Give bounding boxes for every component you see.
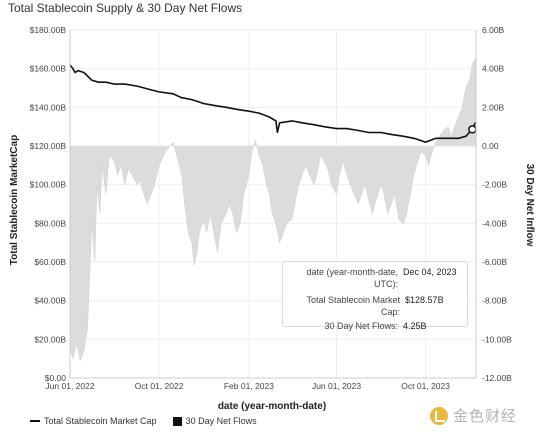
y2-tick-label: -2.00B xyxy=(482,180,507,190)
y2-tick-label: 4.00B xyxy=(482,64,505,74)
y-tick-label: $160.00B xyxy=(30,64,67,74)
market-cap-point xyxy=(390,133,392,135)
market-cap-point xyxy=(357,129,360,132)
market-cap-point xyxy=(268,116,270,118)
hover-tooltip: date (year-month-date, UTC): Dec 04, 202… xyxy=(282,261,468,331)
market-cap-point xyxy=(346,128,348,130)
market-cap-point xyxy=(425,141,427,143)
tooltip-marketcap-value: $128.57B xyxy=(405,295,444,305)
market-cap-point xyxy=(150,89,152,91)
market-cap-point xyxy=(72,68,74,70)
market-cap-point xyxy=(258,112,260,114)
market-cap-line xyxy=(69,64,477,143)
y-tick-label: $40.00B xyxy=(34,296,66,306)
market-cap-point xyxy=(124,83,126,85)
market-cap-point xyxy=(457,137,460,139)
x-tick-label: Oct 01, 2022 xyxy=(135,381,184,391)
y2-tick-label: 2.00B xyxy=(482,102,505,112)
market-cap-point xyxy=(323,126,325,128)
y2-tick-label: 6.00B xyxy=(482,25,505,35)
legend-item-net-flows[interactable]: 30 Day Net Flows xyxy=(172,416,257,426)
watermark-text: 金色财经 xyxy=(453,408,518,425)
market-cap-point xyxy=(313,124,315,126)
y-tick-label: $140.00B xyxy=(30,102,67,112)
market-cap-point xyxy=(77,70,79,72)
tooltip-flows-row: 30 Day Net Flows: 4.25B xyxy=(289,320,461,332)
market-cap-point xyxy=(136,85,138,87)
y2-tick-label: -8.00B xyxy=(482,296,507,306)
market-cap-point xyxy=(413,137,415,139)
market-cap-point xyxy=(158,91,160,93)
market-cap-point xyxy=(403,135,405,137)
market-cap-point xyxy=(447,137,449,139)
y-tick-label: $60.00B xyxy=(34,257,66,267)
market-cap-point xyxy=(225,106,227,108)
chart-title: Total Stablecoin Supply & 30 Day Net Flo… xyxy=(8,1,243,15)
x-tick-label: Jun 01, 2023 xyxy=(312,381,361,391)
x-axis-label: date (year-month-date) xyxy=(218,401,326,412)
market-cap-point xyxy=(275,120,277,122)
legend-label-market-cap: Total Stablecoin Market Cap xyxy=(44,416,157,426)
tooltip-flows-value: 4.25B xyxy=(403,321,427,331)
y-tick-label: $120.00B xyxy=(30,141,67,151)
market-cap-point xyxy=(235,108,238,110)
axes: $0.00 $20.00B $40.00B $60.00B $80.00B $100.00… xyxy=(30,25,513,391)
tooltip-date-value: Dec 04, 2023 xyxy=(403,267,457,277)
legend-label-net-flows: 30 Day Net Flows xyxy=(185,416,257,426)
tooltip-marketcap-row: Total Stablecoin Market Cap: $128.57B xyxy=(289,294,461,318)
legend-box-swatch xyxy=(172,416,182,426)
y2-tick-label: -10.00B xyxy=(482,334,512,344)
tooltip-date-label: date (year-month-date, UTC): xyxy=(306,267,398,289)
market-cap-point xyxy=(301,122,303,124)
market-cap-point xyxy=(368,131,370,134)
y-tick-label: $80.00B xyxy=(34,218,66,228)
y-tick-label: $100.00B xyxy=(30,180,67,190)
market-cap-point xyxy=(74,71,76,74)
tooltip-flows-label: 30 Day Net Flows: xyxy=(324,321,398,331)
market-cap-point xyxy=(213,104,215,106)
watermark: 金色财经 xyxy=(430,405,517,426)
market-cap-point xyxy=(83,71,85,74)
chart-legend: Total Stablecoin Market Cap 30 Day Net F… xyxy=(30,416,273,426)
watermark-logo-icon xyxy=(430,406,448,425)
legend-line-swatch xyxy=(30,420,40,422)
y-tick-label: $0.00 xyxy=(45,373,67,383)
x-tick-label: Oct 01, 2023 xyxy=(401,381,450,391)
market-cap-point xyxy=(291,120,293,122)
market-cap-point xyxy=(172,93,174,95)
y-tick-label: $180.00B xyxy=(30,25,67,35)
market-cap-point xyxy=(335,128,338,130)
market-cap-point xyxy=(380,131,382,134)
y2-tick-label: -6.00B xyxy=(482,257,507,267)
y-tick-label: $20.00B xyxy=(34,334,66,344)
market-cap-point xyxy=(91,79,93,81)
legend-item-market-cap[interactable]: Total Stablecoin Market Cap xyxy=(30,416,157,426)
market-cap-point xyxy=(278,122,281,124)
x-tick-label: Feb 01, 2023 xyxy=(224,381,274,391)
hover-point-marker xyxy=(468,125,477,134)
market-cap-point xyxy=(203,102,205,105)
market-cap-point xyxy=(105,81,107,83)
y-axis-label: Total Stablecoin MarketCap xyxy=(9,135,20,265)
net-flows-area-layer xyxy=(69,58,476,362)
tooltip-date-row: date (year-month-date, UTC): Dec 04, 202… xyxy=(289,266,461,290)
market-cap-point xyxy=(276,131,278,134)
market-cap-line-layer xyxy=(69,64,477,143)
market-cap-point xyxy=(97,81,100,83)
x-tick-label: Jun 01, 2022 xyxy=(45,381,94,391)
y2-tick-label: -12.00B xyxy=(482,373,512,383)
market-cap-point xyxy=(435,137,437,139)
y2-axis-label: 30 Day Net Inflow xyxy=(524,164,535,247)
market-cap-point xyxy=(248,110,250,112)
market-cap-point xyxy=(191,99,193,101)
market-cap-point xyxy=(465,135,467,137)
tooltip-marketcap-label: Total Stablecoin Market Cap: xyxy=(306,295,401,317)
y2-tick-label: 0.00 xyxy=(482,141,499,151)
market-cap-point xyxy=(113,83,116,85)
market-cap-point xyxy=(181,97,183,99)
y2-tick-label: -4.00B xyxy=(482,218,507,228)
net-flows-area xyxy=(69,58,476,362)
